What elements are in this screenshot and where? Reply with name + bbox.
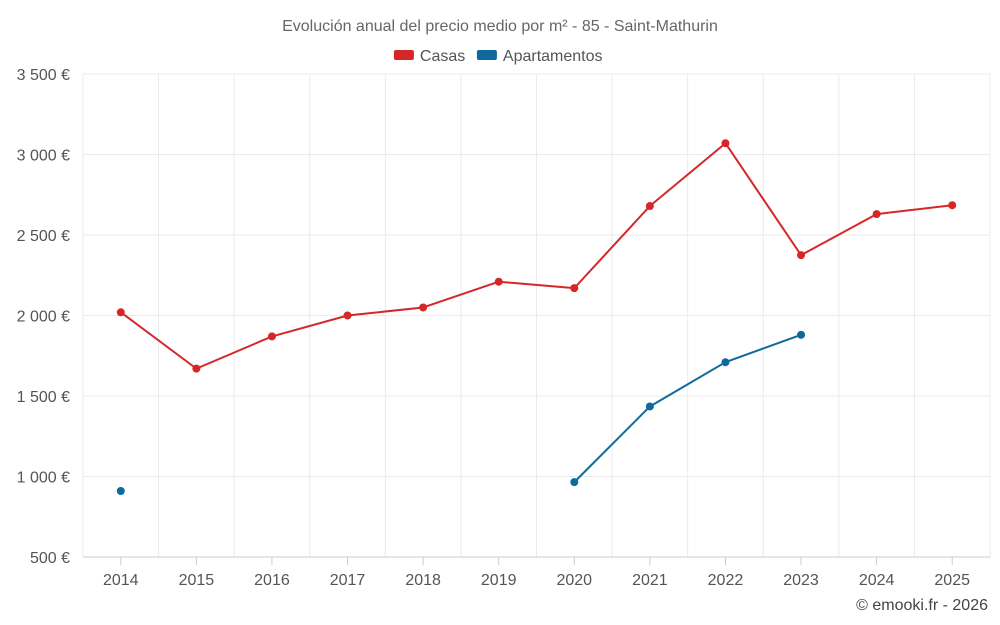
y-tick-label: 3 500 € xyxy=(17,67,70,84)
data-point-casas[interactable] xyxy=(721,139,730,148)
x-tick-label: 2021 xyxy=(632,572,668,589)
legend-swatch xyxy=(393,50,414,60)
credit-text: © emooki.fr - 2026 xyxy=(856,597,988,614)
series-casas xyxy=(116,139,957,373)
x-tick-label: 2022 xyxy=(708,572,744,589)
legend-item-apartamentos[interactable]: Apartamentos xyxy=(476,48,603,65)
y-tick-label: 500 € xyxy=(30,550,70,567)
legend-swatch xyxy=(476,50,497,60)
legend-label: Apartamentos xyxy=(503,48,603,65)
series-line-casas xyxy=(120,142,953,370)
data-point-casas[interactable] xyxy=(570,284,579,293)
y-tick-label: 2 500 € xyxy=(17,228,70,245)
y-tick-label: 1 000 € xyxy=(17,470,70,487)
x-tick-label: 2014 xyxy=(103,572,139,589)
chart-title: Evolución anual del precio medio por m² … xyxy=(282,18,718,35)
data-point-casas[interactable] xyxy=(872,210,881,219)
x-tick-label: 2017 xyxy=(330,572,366,589)
x-tick-label: 2024 xyxy=(859,572,895,589)
data-point-casas[interactable] xyxy=(267,332,276,341)
data-point-casas[interactable] xyxy=(948,201,957,210)
data-point-apartamentos[interactable] xyxy=(645,402,654,411)
series-apartamentos xyxy=(116,330,806,495)
data-point-apartamentos[interactable] xyxy=(721,358,730,367)
y-tick-label: 2 000 € xyxy=(17,309,70,326)
legend-item-casas[interactable]: Casas xyxy=(393,48,465,65)
series-line-apartamentos xyxy=(573,333,802,483)
legend-label: Casas xyxy=(420,48,465,65)
data-point-casas[interactable] xyxy=(192,364,201,373)
data-point-casas[interactable] xyxy=(797,251,806,260)
x-tick-label: 2025 xyxy=(934,572,970,589)
data-point-casas[interactable] xyxy=(343,311,352,320)
data-point-casas[interactable] xyxy=(116,308,125,317)
data-point-apartamentos[interactable] xyxy=(116,486,125,495)
data-point-casas[interactable] xyxy=(645,202,654,211)
y-axis-tick-labels: 500 € 1 000 € 1 500 € 2 000 € 2 500 € 3 000 €… xyxy=(17,67,70,567)
x-axis-tick-labels: 2014 2015 2016 2017 2018 2019 2020 2021 2022 2023… xyxy=(103,557,970,589)
x-tick-label: 2015 xyxy=(179,572,215,589)
x-tick-label: 2018 xyxy=(405,572,441,589)
y-gridlines xyxy=(83,73,990,558)
x-tick-label: 2020 xyxy=(556,572,592,589)
legend: Casas Apartamentos xyxy=(393,48,603,65)
y-tick-label: 1 500 € xyxy=(17,389,70,406)
x-tick-label: 2023 xyxy=(783,572,819,589)
data-point-casas[interactable] xyxy=(419,303,428,312)
data-point-casas[interactable] xyxy=(494,277,503,286)
data-point-apartamentos[interactable] xyxy=(570,478,579,487)
series-group xyxy=(116,139,957,495)
x-tick-label: 2016 xyxy=(254,572,290,589)
data-point-apartamentos[interactable] xyxy=(797,330,806,339)
y-tick-label: 3 000 € xyxy=(17,148,70,165)
x-tick-label: 2019 xyxy=(481,572,517,589)
